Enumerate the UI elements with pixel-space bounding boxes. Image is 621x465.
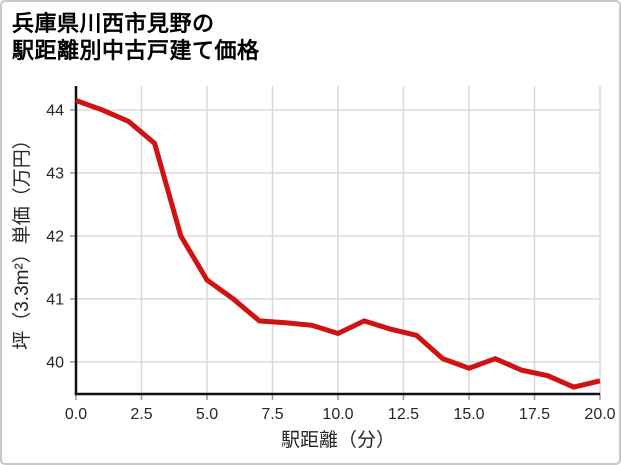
x-tick-label: 10.0: [322, 406, 353, 423]
y-tick-label: 43: [46, 165, 64, 182]
price-line: [75, 98, 601, 390]
y-axis-title: 坪（3.3m²）単価（万円）: [11, 130, 33, 350]
y-tick-label: 42: [46, 228, 64, 245]
tick-labels: 0.0 2.5 5.0 7.5 10.0 12.5 15.0 17.5 20.0 40 41 42 43…: [46, 102, 615, 423]
price-line-series: [75, 98, 601, 390]
x-tick-label: 15.0: [453, 406, 484, 423]
x-tick-label: 12.5: [388, 406, 419, 423]
y-tick-label: 40: [46, 354, 64, 371]
chart-title-line2: 駅距離別中古戸建て価格: [12, 38, 260, 63]
x-tick-label: 7.5: [261, 406, 283, 423]
y-tick-label: 41: [46, 291, 64, 308]
y-tick-label: 44: [46, 102, 64, 119]
x-tick-label: 20.0: [584, 406, 615, 423]
tick-marks: [70, 109, 601, 400]
x-axis-title: 駅距離（分）: [281, 429, 395, 451]
x-tick-label: 0.0: [65, 406, 87, 423]
x-tick-label: 5.0: [196, 406, 218, 423]
chart-title: 兵庫県川西市見野の 駅距離別中古戸建て価格: [12, 10, 260, 64]
x-tick-label: 17.5: [519, 406, 550, 423]
chart-title-line1: 兵庫県川西市見野の: [12, 11, 215, 36]
grid-lines: [76, 86, 601, 394]
x-tick-label: 2.5: [130, 406, 152, 423]
axis-spines: [74, 86, 600, 396]
